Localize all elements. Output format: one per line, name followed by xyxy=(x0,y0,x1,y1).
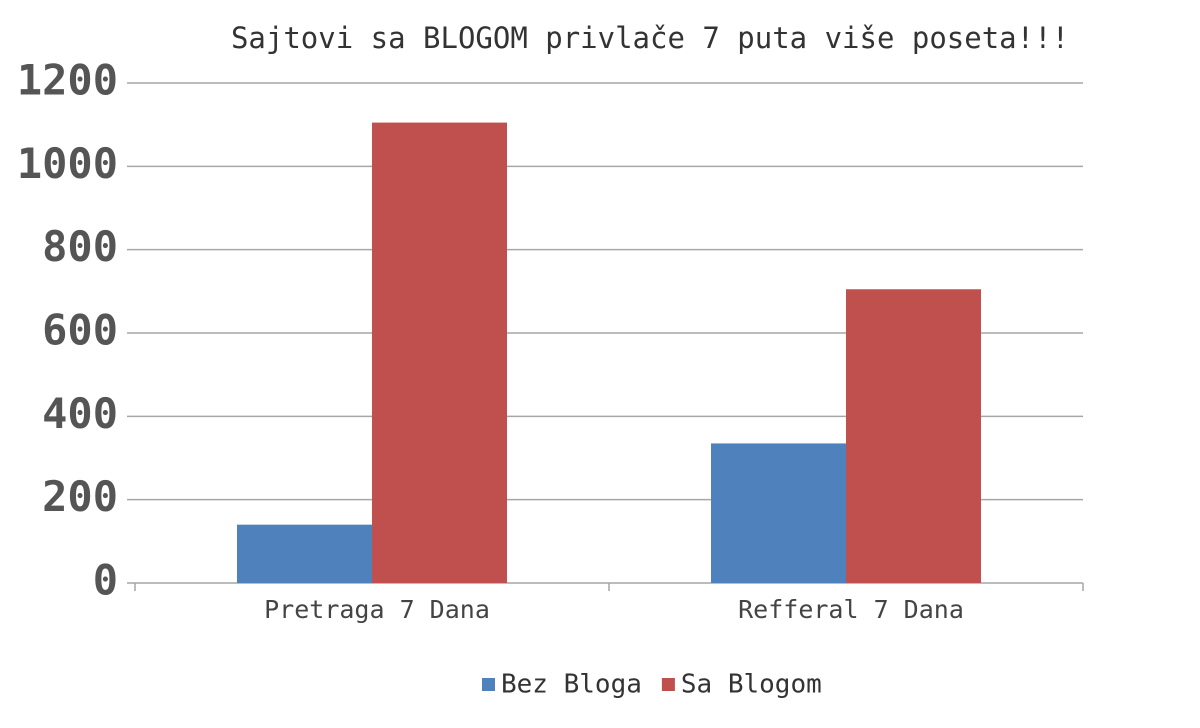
y-tick-label: 1000 xyxy=(17,139,118,188)
x-tick-label: Pretraga 7 Dana xyxy=(264,595,490,624)
bar xyxy=(711,443,846,583)
bar xyxy=(237,524,372,583)
y-tick-label: 0 xyxy=(93,556,118,605)
legend-swatch xyxy=(661,678,675,691)
x-tick-label: Refferal 7 Dana xyxy=(738,595,964,624)
bar xyxy=(846,289,981,583)
legend-swatch xyxy=(482,678,495,691)
y-tick-label: 400 xyxy=(42,389,118,438)
legend-label: Sa Blogom xyxy=(681,670,822,700)
legend-label: Bez Bloga xyxy=(501,670,642,700)
y-tick-label: 800 xyxy=(42,222,118,271)
chart-title: Sajtovi sa BLOGOM privlače 7 puta više p… xyxy=(231,21,1069,55)
y-tick-label: 600 xyxy=(42,306,118,355)
y-tick-label: 200 xyxy=(42,472,118,521)
y-tick-label: 1200 xyxy=(17,56,118,105)
bar xyxy=(372,122,507,583)
